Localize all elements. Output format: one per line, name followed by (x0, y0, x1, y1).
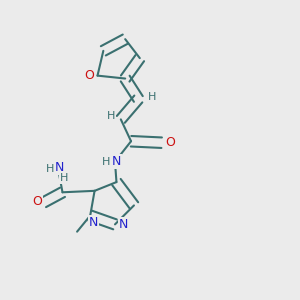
Text: N: N (55, 161, 64, 174)
Text: N: N (119, 218, 128, 231)
Text: H: H (46, 164, 54, 174)
Text: O: O (165, 136, 175, 149)
Text: N: N (89, 215, 98, 229)
Text: O: O (32, 195, 42, 208)
Text: H: H (106, 112, 115, 122)
Text: O: O (84, 69, 94, 82)
Text: H: H (148, 92, 157, 102)
Text: H: H (60, 173, 69, 183)
Text: H: H (101, 157, 110, 167)
Text: N: N (112, 155, 122, 168)
